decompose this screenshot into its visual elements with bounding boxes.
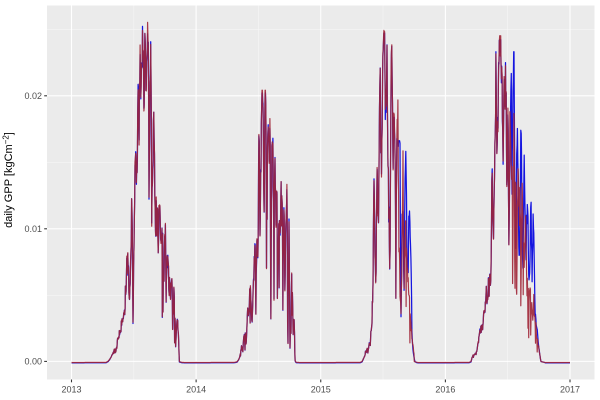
svg-text:2013: 2013 [61, 384, 81, 394]
svg-text:2014: 2014 [186, 384, 206, 394]
svg-text:2016: 2016 [435, 384, 455, 394]
svg-text:0.02: 0.02 [24, 91, 42, 101]
svg-text:daily GPP [kgCm−2]: daily GPP [kgCm−2] [2, 132, 16, 228]
svg-text:0.01: 0.01 [24, 224, 42, 234]
svg-text:2017: 2017 [560, 384, 580, 394]
svg-text:0.00: 0.00 [24, 357, 42, 367]
svg-text:2015: 2015 [311, 384, 331, 394]
